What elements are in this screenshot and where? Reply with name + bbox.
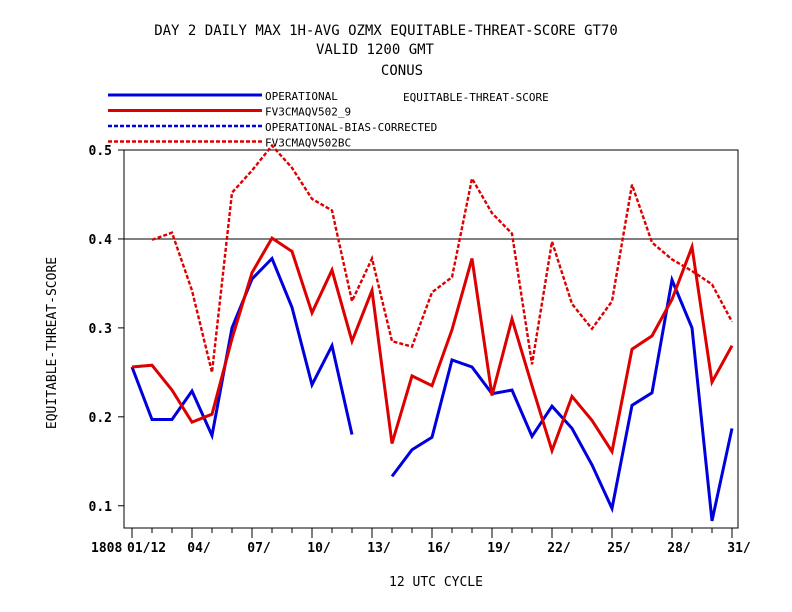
x-axis-label: 12 UTC CYCLE [389,575,483,590]
series-line-3 [151,143,734,373]
y-tick-label: 0.3 [89,322,112,337]
series-line-0 [390,274,734,522]
x-tick-label: 13/ [367,541,391,556]
title-line-1: DAY 2 DAILY MAX 1H-AVG OZMX EQUITABLE-TH… [154,23,618,39]
plot-frame [123,149,739,529]
x-tick-label-year: 1808 [91,541,122,556]
legend-label-2: OPERATIONAL-BIAS-CORRECTED [265,121,437,134]
plot-area: 0.1 0.2 0.3 0.4 0.5 1808 01/12 04/07/10/13/16/1… [89,143,751,556]
x-tick-label: 19/ [487,541,511,556]
x-tick-label: 07/ [247,541,271,556]
x-tick-label: 31/ [727,541,751,556]
y-tick-label: 0.2 [89,411,112,426]
title-line-3: CONUS [381,63,423,79]
x-tick-label: 25/ [607,541,631,556]
x-tick-label: 28/ [667,541,691,556]
y-axis-label: EQUITABLE-THREAT-SCORE [45,257,60,429]
legend-label-0: OPERATIONAL [265,90,338,103]
legend-note: EQUITABLE-THREAT-SCORE [403,91,549,104]
legend: OPERATIONAL FV3CMAQV502_9 OPERATIONAL-BIAS… [108,90,437,150]
x-tick-label: 10/ [307,541,331,556]
x-tick-label: 04/ [187,541,211,556]
title-line-2: VALID 1200 GMT [316,42,435,58]
chart-title: DAY 2 DAILY MAX 1H-AVG OZMX EQUITABLE-TH… [154,23,618,79]
y-tick-label: 0.5 [89,144,112,159]
series-line-0 [130,255,354,441]
x-tick-label: 16/ [427,541,451,556]
series-line-1 [131,235,734,456]
legend-label-3: FV3CMAQV502BC [265,137,351,150]
x-tick-label: 01/12 [127,541,166,556]
y-tick-label: 0.1 [89,500,113,515]
x-tick-label: 22/ [547,541,571,556]
y-tick-label: 0.4 [89,233,113,248]
legend-label-1: FV3CMAQV502_9 [265,106,351,119]
